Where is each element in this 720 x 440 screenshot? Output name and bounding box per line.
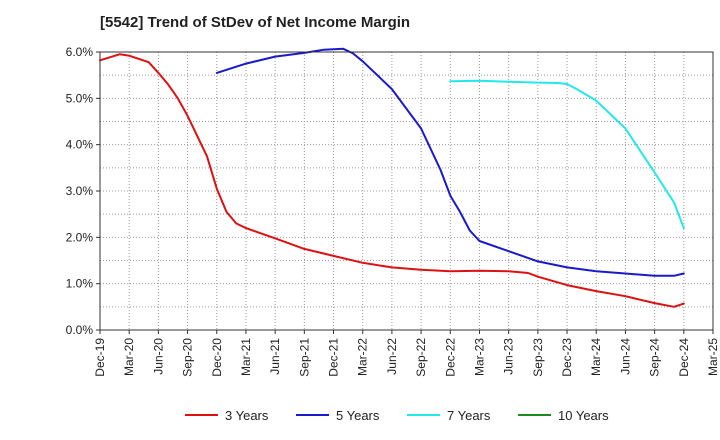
x-tick-label: Dec-19 <box>93 338 107 377</box>
x-tick-label: Mar-21 <box>239 338 253 376</box>
series-line-7-years <box>449 79 685 230</box>
x-tick-label: Dec-20 <box>210 338 224 377</box>
y-tick-label: 0.0% <box>66 323 94 337</box>
grid-lines <box>99 51 714 331</box>
legend-label: 3 Years <box>225 408 269 423</box>
x-tick-label: Mar-20 <box>122 338 136 376</box>
legend-label: 10 Years <box>558 408 609 423</box>
y-axis: 0.0% 1.0% 2.0% 3.0% 4.0% 5.0% 6.0% <box>66 45 100 337</box>
x-tick-label: Sep-20 <box>181 338 195 377</box>
x-tick-label: Dec-23 <box>560 338 574 377</box>
x-axis: Dec-19 Mar-20 Jun-20 Sep-20 Dec-20 Mar-21 Jun-… <box>93 330 720 377</box>
y-tick-label: 3.0% <box>66 184 94 198</box>
x-tick-label: Sep-22 <box>414 338 428 377</box>
x-tick-label: Sep-21 <box>297 338 311 377</box>
x-tick-label: Dec-22 <box>443 338 457 377</box>
x-tick-label: Dec-24 <box>677 338 691 377</box>
chart-title: [5542] Trend of StDev of Net Income Marg… <box>100 14 411 31</box>
x-tick-label: Mar-23 <box>472 338 486 376</box>
x-tick-label: Jun-20 <box>151 338 165 375</box>
series-line-5-years <box>215 47 685 277</box>
x-tick-label: Mar-25 <box>706 338 720 376</box>
legend-label: 7 Years <box>447 408 491 423</box>
x-tick-label: Sep-23 <box>531 338 545 377</box>
x-tick-label: Sep-24 <box>648 338 662 377</box>
legend-label: 5 Years <box>336 408 380 423</box>
x-tick-label: Mar-22 <box>356 338 370 376</box>
y-tick-label: 2.0% <box>66 230 94 244</box>
y-tick-label: 1.0% <box>66 277 94 291</box>
x-tick-label: Dec-21 <box>327 338 341 377</box>
x-tick-label: Jun-24 <box>618 338 632 375</box>
y-tick-label: 5.0% <box>66 91 94 105</box>
x-tick-label: Mar-24 <box>589 338 603 376</box>
series-lines <box>99 47 685 308</box>
legend: 3 Years 5 Years 7 Years 10 Years <box>185 408 609 423</box>
x-tick-label: Jun-22 <box>385 338 399 375</box>
y-tick-label: 6.0% <box>66 45 94 59</box>
y-tick-label: 4.0% <box>66 138 94 152</box>
x-tick-label: Jun-21 <box>268 338 282 375</box>
x-tick-label: Jun-23 <box>502 338 516 375</box>
series-line-3-years <box>99 53 685 308</box>
